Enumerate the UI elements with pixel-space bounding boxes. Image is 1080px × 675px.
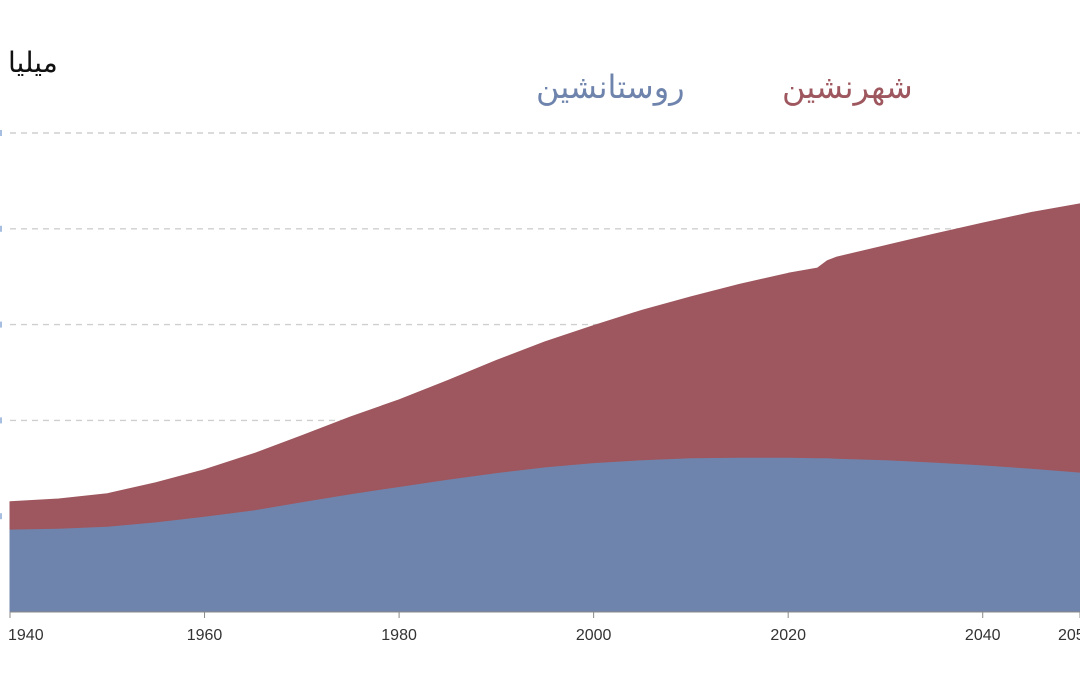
x-tick-label-2020: 2020 bbox=[770, 627, 806, 644]
x-tick-label-1980: 1980 bbox=[381, 627, 417, 644]
x-tick-label-2050: 2050 bbox=[1058, 627, 1080, 644]
y-tick-mark-2 bbox=[0, 321, 2, 328]
y-tick-mark-1 bbox=[0, 417, 2, 424]
x-tick-label-1940: 1940 bbox=[8, 627, 44, 644]
x-tick-label-2040: 2040 bbox=[965, 627, 1001, 644]
legend-rural: روستانشین bbox=[536, 68, 685, 106]
legend-urban: شهرنشین bbox=[782, 68, 913, 106]
y-axis-label: میلیا bbox=[8, 46, 58, 79]
area-series-1 bbox=[9, 203, 1080, 530]
y-tick-mark-4 bbox=[0, 130, 2, 136]
area-layer bbox=[9, 203, 1080, 613]
x-tick-label-2000: 2000 bbox=[576, 627, 612, 644]
x-tick-label-1960: 1960 bbox=[187, 627, 223, 644]
y-tick-mark-0 bbox=[0, 513, 2, 520]
x-axis: 1940 1960 1980 2000 2020 2040 2050 bbox=[8, 611, 1080, 644]
y-tick-mark-3 bbox=[0, 225, 2, 232]
